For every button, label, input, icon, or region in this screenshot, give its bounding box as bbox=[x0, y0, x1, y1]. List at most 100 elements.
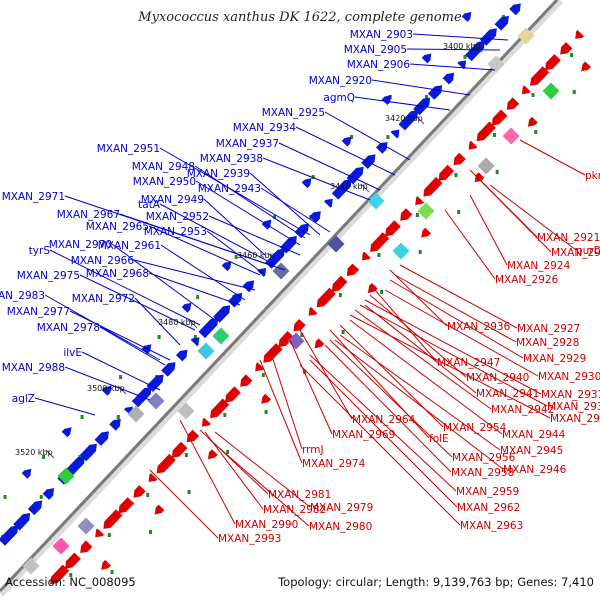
forward-gene-label[interactable]: MXAN_2948 bbox=[132, 161, 195, 173]
reverse-gene-label[interactable]: MXAN_2941 bbox=[476, 388, 539, 400]
reverse-gene-label[interactable]: MXAN_2964 bbox=[352, 414, 416, 426]
forward-gene-label[interactable]: MXAN_2951 bbox=[97, 143, 160, 155]
forward-gene-label[interactable]: MXAN_2903 bbox=[350, 29, 413, 41]
track-mark bbox=[234, 255, 238, 259]
reverse-gene-label[interactable]: MXAN_2936 bbox=[447, 321, 511, 333]
reverse-gene-label[interactable]: pkn7 bbox=[585, 170, 600, 182]
forward-gene-label[interactable]: MXAN_2952 bbox=[146, 211, 209, 223]
reverse-gene-label[interactable]: MXAN_2954 bbox=[443, 422, 507, 434]
forward-gene-label[interactable]: MXAN_2970 bbox=[49, 239, 112, 251]
reverse-gene-label[interactable]: MXAN_2946 bbox=[503, 464, 567, 476]
annotation-block bbox=[392, 242, 410, 260]
forward-gene-label[interactable]: MXAN_2977 bbox=[7, 306, 70, 318]
reverse-gene-label[interactable]: MXAN_2927 bbox=[517, 323, 580, 335]
annotation-block bbox=[177, 402, 195, 420]
reverse-gene-label[interactable]: MXAN_2926 bbox=[495, 274, 559, 286]
forward-gene-feature bbox=[190, 337, 200, 347]
forward-gene-label[interactable]: MXAN_2920 bbox=[309, 75, 372, 87]
forward-gene-label[interactable]: MXAN_2972 bbox=[72, 293, 135, 305]
forward-gene-label[interactable]: MXAN_2906 bbox=[347, 59, 411, 71]
reverse-leader-line bbox=[444, 209, 496, 280]
reverse-leader-line bbox=[269, 349, 303, 450]
forward-gene-label[interactable]: MXAN_2925 bbox=[262, 107, 325, 119]
forward-gene-feature bbox=[457, 60, 467, 70]
forward-gene-label[interactable]: MXAN_2966 bbox=[71, 255, 135, 267]
reverse-gene-label[interactable]: rrmJ bbox=[302, 444, 324, 456]
reverse-gene-label[interactable]: MXAN_2982 bbox=[263, 504, 326, 516]
reverse-leader-line bbox=[179, 419, 236, 525]
forward-gene-label[interactable]: MXAN_2961 bbox=[98, 240, 161, 252]
reverse-gene-label[interactable]: MXAN_2958 bbox=[451, 467, 514, 479]
forward-gene-label[interactable]: MXAN_2971 bbox=[2, 191, 65, 203]
forward-gene-label[interactable]: MXAN_2968 bbox=[86, 268, 149, 280]
forward-gene-label[interactable]: MXAN_2943 bbox=[198, 183, 261, 195]
forward-gene-label[interactable]: tyrS bbox=[29, 245, 51, 257]
forward-gene-label[interactable]: aglZ bbox=[12, 393, 35, 405]
forward-gene-label[interactable]: MXAN_2965 bbox=[86, 221, 149, 233]
reverse-gene-label[interactable]: MXAN_2993 bbox=[218, 533, 281, 545]
reverse-gene-label[interactable]: MXAN_2924 bbox=[507, 260, 571, 272]
forward-gene-label[interactable]: ilvE bbox=[63, 347, 82, 359]
reverse-gene-label[interactable]: MXAN_2962 bbox=[457, 502, 520, 514]
reverse-gene-label[interactable]: MXAN_2990 bbox=[235, 519, 298, 531]
reverse-gene-label[interactable]: MXAN_2932 bbox=[547, 401, 600, 413]
reverse-gene-label[interactable]: MXAN_2929 bbox=[523, 353, 586, 365]
forward-gene-label[interactable]: tatA bbox=[138, 199, 161, 211]
reverse-gene-label[interactable]: MXAN_2928 bbox=[516, 337, 579, 349]
forward-leader-line bbox=[406, 48, 501, 51]
annotation-block bbox=[197, 342, 215, 360]
reverse-gene-feature bbox=[154, 504, 165, 515]
reverse-leader-line bbox=[394, 274, 517, 343]
forward-gene-label[interactable]: MXAN_2950 bbox=[133, 176, 196, 188]
reverse-gene-label[interactable]: purD bbox=[576, 245, 600, 257]
forward-gene-label[interactable]: MXAN_2934 bbox=[233, 122, 297, 134]
reverse-gene-label[interactable]: MXAN_2940 bbox=[466, 372, 529, 384]
ruler-tick-label: 3420 kbp bbox=[385, 114, 423, 123]
reverse-gene-label[interactable]: MXAN_2959 bbox=[456, 486, 519, 498]
reverse-gene-label[interactable]: MXAN_2945 bbox=[500, 445, 563, 457]
label-leader-lines bbox=[34, 33, 586, 539]
reverse-gene-feature bbox=[225, 386, 241, 403]
reverse-gene-label[interactable]: MXAN_2963 bbox=[460, 520, 523, 532]
reverse-gene-label[interactable]: MXAN_2974 bbox=[302, 458, 366, 470]
reverse-leader-line bbox=[399, 264, 518, 329]
reverse-gene-label[interactable]: MXAN_2922 bbox=[551, 247, 600, 259]
reverse-gene-feature bbox=[255, 362, 264, 372]
forward-gene-label[interactable]: MXAN_2983 bbox=[0, 290, 45, 302]
reverse-leader-line bbox=[354, 309, 492, 410]
track-mark bbox=[415, 213, 419, 217]
reverse-gene-label[interactable]: MXAN_2956 bbox=[452, 452, 516, 464]
reverse-gene-label[interactable]: MXAN_2981 bbox=[268, 489, 331, 501]
forward-gene-label[interactable]: MXAN_2949 bbox=[141, 194, 204, 206]
forward-leader-line bbox=[44, 294, 161, 361]
track-mark bbox=[386, 135, 390, 139]
reverse-gene-label[interactable]: MXAN_2944 bbox=[502, 429, 566, 441]
forward-gene-label[interactable]: MXAN_2975 bbox=[17, 270, 80, 282]
reverse-gene-label[interactable]: folE bbox=[429, 433, 449, 445]
forward-gene-label[interactable]: MXAN_2937 bbox=[216, 138, 279, 150]
forward-gene-feature bbox=[181, 302, 192, 313]
reverse-gene-label[interactable]: MXAN_2931 bbox=[541, 389, 600, 401]
reverse-gene-label[interactable]: MXAN_2969 bbox=[332, 429, 395, 441]
reverse-gene-label[interactable]: MXAN_2921 bbox=[537, 232, 600, 244]
reverse-gene-label[interactable]: MXAN_2979 bbox=[310, 502, 373, 514]
reverse-leader-line bbox=[519, 139, 586, 176]
reverse-gene-label[interactable]: MXAN_2933 bbox=[550, 413, 600, 425]
reverse-gene-label[interactable]: MXAN_2942 bbox=[491, 404, 554, 416]
reverse-gene-label[interactable]: MXAN_2930 bbox=[538, 371, 600, 383]
forward-gene-label[interactable]: MXAN_2988 bbox=[2, 362, 65, 374]
forward-gene-label[interactable]: MXAN_2978 bbox=[37, 322, 100, 334]
reverse-gene-label[interactable]: MXAN_2980 bbox=[309, 521, 372, 533]
forward-gene-label[interactable]: MXAN_2967 bbox=[57, 209, 120, 221]
forward-gene-label[interactable]: MXAN_2905 bbox=[344, 44, 407, 56]
forward-gene-label[interactable]: MXAN_2938 bbox=[200, 153, 263, 165]
reverse-gene-label[interactable]: MXAN_2947 bbox=[437, 357, 500, 369]
forward-leader-line bbox=[249, 172, 321, 236]
track-mark bbox=[223, 413, 227, 417]
reverse-gene-feature bbox=[423, 176, 443, 197]
forward-gene-label[interactable]: MXAN_2939 bbox=[187, 168, 250, 180]
forward-gene-label[interactable]: MXAN_2953 bbox=[144, 226, 207, 238]
track-mark bbox=[110, 570, 114, 574]
forward-gene-label[interactable]: agmQ bbox=[323, 92, 355, 104]
track-mark bbox=[107, 533, 111, 537]
